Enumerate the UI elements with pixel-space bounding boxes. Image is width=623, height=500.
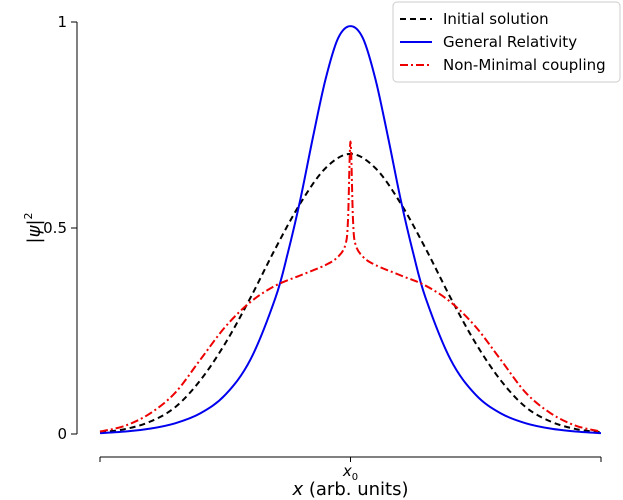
legend: Initial solution General Relativity Non-Mi… bbox=[392, 1, 621, 83]
x-axis-label-variable: x bbox=[292, 479, 304, 500]
x-tick-label: x0 bbox=[342, 462, 358, 483]
y-axis-label-superscript: 2 bbox=[22, 212, 35, 219]
legend-label-1: General Relativity bbox=[443, 33, 577, 51]
series-line-1 bbox=[99, 25, 602, 435]
x-axis-label: x (arb. units) bbox=[292, 479, 409, 500]
series-line-2 bbox=[99, 140, 602, 433]
legend-box bbox=[392, 1, 621, 83]
x-tick-label-base: x bbox=[342, 462, 352, 480]
x-tick-label-subscript: 0 bbox=[352, 472, 358, 483]
x-axis-label-units: (arb. units) bbox=[303, 479, 408, 500]
y-axis-label: |ψ|2 bbox=[22, 212, 45, 243]
y-tick-label: 0 bbox=[57, 425, 67, 443]
y-tick-label: 0.5 bbox=[43, 219, 67, 237]
y-axis-label-base: |ψ| bbox=[24, 219, 45, 243]
legend-label-0: Initial solution bbox=[443, 10, 549, 28]
legend-label-2: Non-Minimal coupling bbox=[443, 56, 606, 74]
series-line-0 bbox=[99, 152, 602, 434]
y-tick-label: 1 bbox=[57, 13, 67, 31]
series-layer bbox=[99, 25, 602, 435]
